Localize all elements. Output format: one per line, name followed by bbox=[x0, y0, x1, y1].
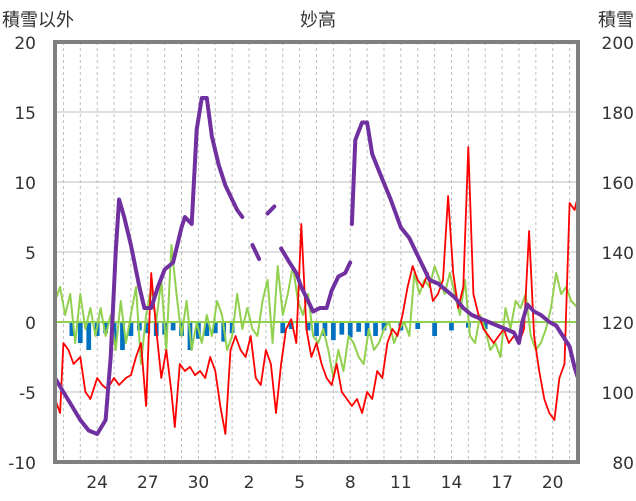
left-tick-label: -5 bbox=[19, 384, 36, 404]
snowfall-bar bbox=[288, 322, 294, 329]
x-tick-label: 5 bbox=[294, 473, 305, 493]
right-tick-label: 140 bbox=[602, 244, 634, 264]
x-tick-label: 17 bbox=[491, 473, 513, 493]
right-tick-label: 200 bbox=[602, 34, 634, 54]
left-tick-label: 15 bbox=[14, 104, 36, 124]
x-tick-label: 24 bbox=[86, 473, 108, 493]
snowfall-bar bbox=[120, 322, 125, 350]
snowfall-bar bbox=[69, 322, 75, 336]
x-tick-label: 14 bbox=[441, 473, 463, 493]
right-tick-label: 100 bbox=[602, 384, 634, 404]
left-tick-label: 10 bbox=[14, 174, 36, 194]
left-tick-label: 0 bbox=[25, 314, 36, 334]
x-tick-label: 2 bbox=[244, 473, 255, 493]
snowfall-bar bbox=[145, 322, 151, 334]
snowfall-bar bbox=[347, 322, 353, 338]
snowfall-bar bbox=[322, 322, 328, 336]
plot-frame bbox=[53, 40, 580, 464]
left-tick-label: 20 bbox=[14, 34, 36, 54]
snowfall-bar bbox=[314, 322, 319, 336]
snowfall-bar bbox=[364, 322, 370, 336]
x-tick-label: 8 bbox=[345, 473, 356, 493]
snowfall-bar bbox=[103, 322, 108, 334]
snowfall-bar bbox=[339, 322, 345, 335]
snowfall-bar bbox=[280, 322, 286, 334]
snowfall-bar bbox=[305, 322, 311, 331]
grid-lines bbox=[55, 41, 578, 463]
snowfall-bar bbox=[77, 322, 83, 343]
snowfall-bar bbox=[381, 322, 387, 331]
right-tick-label: 120 bbox=[602, 314, 634, 334]
snowfall-bars bbox=[69, 322, 488, 350]
snow-depth-series-line bbox=[53, 96, 580, 436]
left-axis-title: 積雪以外 bbox=[2, 10, 74, 31]
x-tick-label: 11 bbox=[390, 473, 412, 493]
snowfall-bar bbox=[356, 322, 362, 332]
snowfall-bar bbox=[86, 322, 92, 350]
snowfall-bar bbox=[482, 322, 488, 329]
snowfall-bar bbox=[204, 322, 210, 336]
snowfall-bar bbox=[128, 322, 134, 336]
right-axis-title: 積雪 bbox=[598, 10, 634, 31]
snowfall-bar bbox=[449, 322, 454, 331]
left-tick-label: 5 bbox=[25, 244, 36, 264]
series-lines bbox=[53, 96, 580, 436]
snowfall-bar bbox=[331, 322, 336, 341]
x-tick-label: 27 bbox=[137, 473, 159, 493]
left-tick-label: -10 bbox=[8, 454, 36, 474]
chart-title: 妙高 bbox=[300, 10, 336, 31]
x-tick-label: 20 bbox=[542, 473, 564, 493]
snowfall-bar bbox=[212, 322, 218, 334]
snowfall-bar bbox=[432, 322, 437, 336]
right-tick-label: 160 bbox=[602, 174, 634, 194]
axis-labels: -10 80 -5 100 0 120 5 140 10 160 15 180 20 200 24 27 30 2… bbox=[8, 34, 634, 493]
snowfall-bar bbox=[170, 322, 176, 331]
right-tick-label: 80 bbox=[612, 454, 634, 474]
snowfall-bar bbox=[415, 322, 421, 329]
temperature-series-line bbox=[54, 146, 579, 435]
snowfall-bar bbox=[373, 322, 378, 336]
x-tick-label: 30 bbox=[188, 473, 210, 493]
right-tick-label: 180 bbox=[602, 104, 634, 124]
